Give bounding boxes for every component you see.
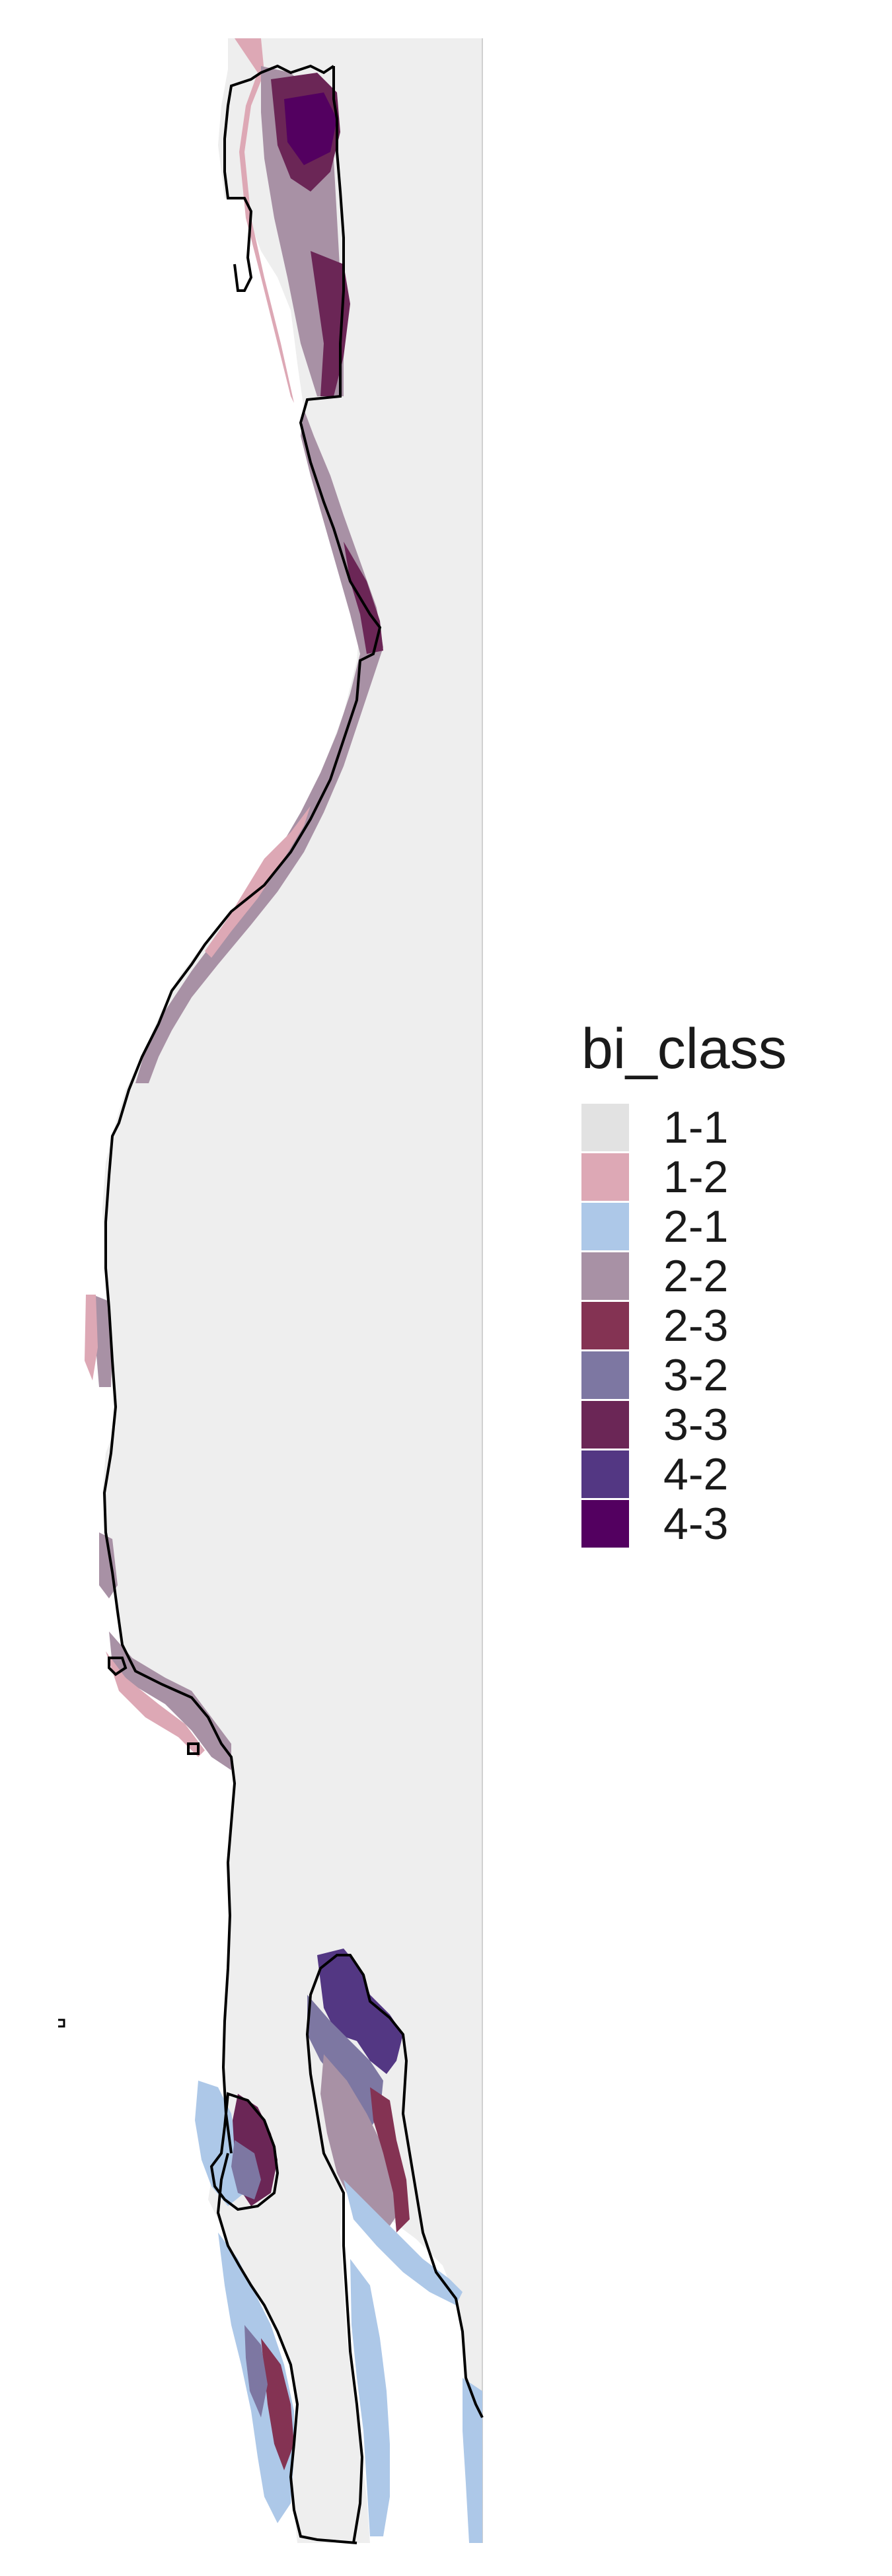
legend-label: 3-2 [663,1349,729,1400]
legend-label: 2-3 [663,1300,729,1351]
legend-label: 1-1 [663,1102,729,1153]
legend-swatch [581,1400,629,1449]
water-area [0,38,360,2543]
legend-swatch [581,1103,629,1151]
patch-north-dark-2 [284,92,337,165]
patch-south-coast-mid [244,2325,268,2417]
patch-coast-mid-light [85,1295,98,1380]
patch-coast-upper [135,410,383,1083]
legend-label: 1-2 [663,1151,729,1202]
legend-title: bi_class [581,1017,787,1081]
legend-label: 4-3 [663,1498,729,1549]
patch-island-blue [195,2081,244,2206]
patch-estuary-edge-blue [350,2259,390,2536]
patch-coast-mid [93,1295,112,1387]
legend-swatch [581,1351,629,1399]
legend-swatch [581,1301,629,1349]
legend-label: 3-3 [663,1399,729,1450]
class-patches [85,38,482,2543]
legend: bi_class 1-1 1-2 2-1 2-2 2-3 3-2 3-3 4-2 4-3 [581,1020,872,1548]
legend-item: 4-3 [581,1499,872,1548]
patch-coast-lower [109,1631,231,1770]
coastline-south-estuary [305,1954,484,2544]
patch-south-coast-dark [261,2338,294,2470]
legend-item: 3-3 [581,1400,872,1449]
legend-swatch [581,1252,629,1300]
patch-coast-lower-light [106,1651,205,1757]
legend-swatch [581,1153,629,1201]
legend-label: 4-2 [663,1449,729,1499]
legend-item: 2-1 [581,1201,872,1251]
coastline-island [209,2092,279,2211]
patch-south-peninsula-mid [307,1995,383,2133]
patch-coast-upper-dark [344,542,383,654]
coastline-islet-2 [187,1742,200,1755]
legend-swatch [581,1499,629,1548]
legend-swatch [581,1202,629,1250]
patch-south-peninsula-pink [320,2054,403,2226]
legend-label: 2-1 [663,1201,729,1252]
patch-south-peninsula [317,1949,403,2074]
coastline-islet-3 [58,2019,65,2028]
legend-swatch [581,1450,629,1498]
patch-island-mid [231,2140,261,2200]
coastline [102,66,382,2544]
patch-coast-upper-light [205,806,311,958]
legend-item: 1-2 [581,1152,872,1201]
legend-item: 1-1 [581,1102,872,1152]
legend-label: 2-2 [663,1250,729,1301]
legend-item: 3-2 [581,1350,872,1400]
legend-item: 2-2 [581,1251,872,1301]
legend-items: 1-1 1-2 2-1 2-2 2-3 3-2 3-3 4-2 4-3 [581,1102,872,1548]
legend-item: 4-2 [581,1449,872,1499]
patch-south-peninsula-dark [370,2087,410,2233]
patch-south-peninsula-blue [344,2180,463,2305]
coastline-islet-1 [108,1657,128,1676]
coastline-north-inlet [223,64,335,292]
legend-item: 2-3 [581,1301,872,1350]
patch-east-bank-blue [463,2378,482,2543]
